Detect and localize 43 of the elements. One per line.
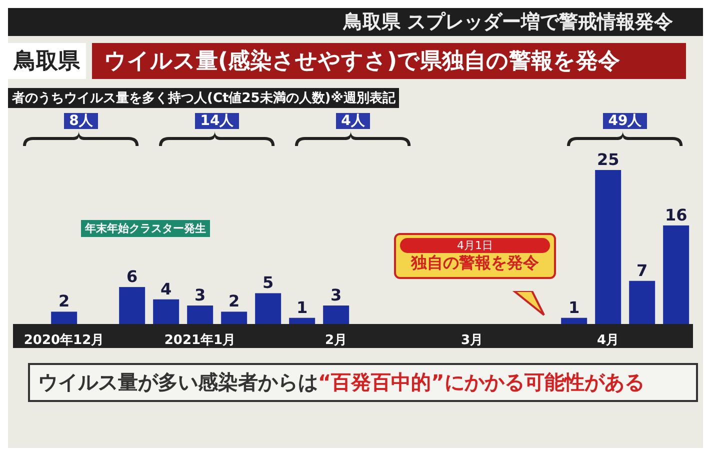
x-tick-label: 2021年1月: [164, 333, 236, 348]
bar: [255, 293, 282, 324]
x-tick-label: 2020年12月: [24, 333, 104, 348]
text: ウイルス量が多い感染者からは: [38, 370, 318, 394]
data-label: 4: [160, 279, 172, 298]
data-label: 25: [596, 150, 620, 169]
bar: [51, 312, 78, 324]
data-label: 1: [568, 298, 580, 317]
text: 14人: [195, 113, 239, 129]
bar: [561, 318, 588, 324]
bar: [663, 225, 690, 324]
bar: [119, 287, 146, 324]
annotation: 年末年始クラスター発生: [81, 220, 210, 237]
text: 4人: [336, 113, 370, 129]
data-label: 7: [636, 260, 648, 280]
data-label: 5: [262, 273, 274, 292]
bar: [629, 280, 656, 324]
x-tick-label: 3月: [460, 333, 484, 348]
data-label: 6: [126, 267, 138, 286]
speech-bubble: 4月1日 独自の警報を発令: [394, 233, 556, 279]
data-label: 1: [296, 298, 308, 317]
bar: [187, 306, 214, 324]
bar: [221, 312, 248, 324]
data-label: 3: [330, 286, 342, 305]
data-label: 2: [58, 292, 70, 311]
text: 49人: [603, 113, 647, 129]
data-label: 2: [228, 292, 240, 311]
bar: [323, 306, 350, 324]
bar: [289, 318, 316, 324]
annotation: 独自の警報を発令: [410, 253, 540, 274]
text: 鳥取県 スプレッダー増で警戒情報発令: [8, 8, 703, 36]
chart-subtitle: 者のうちウイルス量を多く持つ人(Ct値25未満の人数)※週別表記: [8, 88, 400, 108]
x-tick-label: 2月: [324, 333, 348, 348]
chart-title: ウイルス量(感染させやすさ)で県独自の警報を発令: [92, 43, 686, 79]
annotation: 4月1日: [400, 238, 550, 253]
bar: [595, 170, 622, 324]
text: 鳥取県: [8, 43, 86, 79]
bar: [153, 299, 180, 324]
x-tick-label: 4月: [596, 333, 620, 348]
text: 8人: [64, 113, 98, 129]
data-label: 16: [664, 205, 688, 224]
text: “百発百中的”にかかる可能性がある: [318, 370, 644, 394]
data-label: 3: [194, 286, 206, 305]
